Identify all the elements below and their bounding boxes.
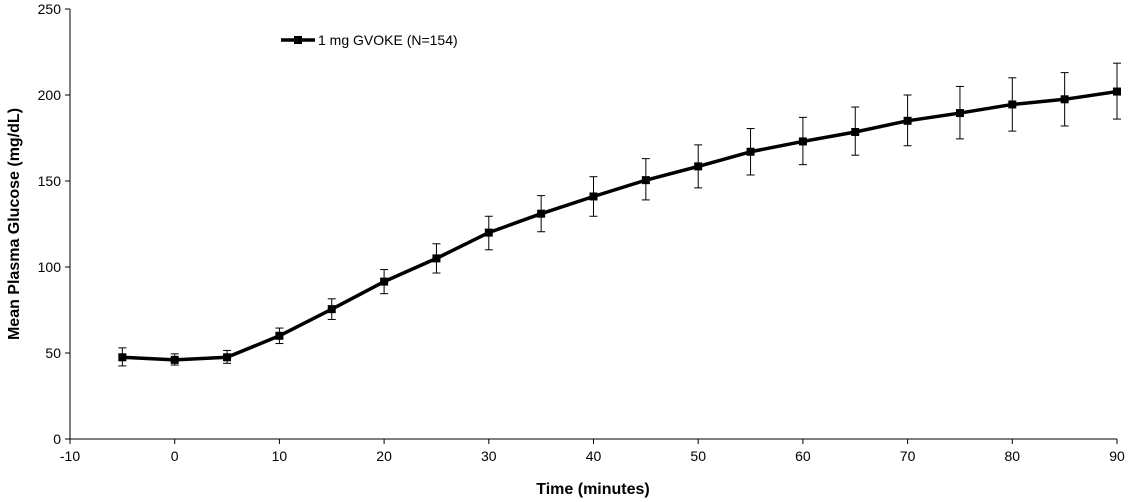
data-point [380,277,389,286]
data-point [589,192,598,201]
legend-label: 1 mg GVOKE (N=154) [318,32,458,48]
data-point [327,305,336,314]
x-tick-label: 0 [171,448,179,464]
data-point [746,147,755,156]
x-tick-label: 50 [690,448,706,464]
data-point [694,162,703,171]
x-tick-label: 20 [376,448,392,464]
data-point [223,353,232,362]
x-tick-label: 60 [795,448,811,464]
axes [69,9,1117,440]
y-tick-label: 150 [38,173,62,189]
y-tick-label: 250 [38,1,62,17]
data-point [1113,87,1121,96]
data-point [118,353,127,362]
legend: 1 mg GVOKE (N=154) [281,32,458,48]
data-point [170,355,179,364]
data-point [903,116,912,125]
x-tick-label: 80 [1005,448,1021,464]
x-tick-label: 40 [586,448,602,464]
series-line [122,89,1118,362]
data-point [432,254,441,263]
x-tick-label: 70 [900,448,916,464]
y-tick-label: 0 [53,431,61,447]
data-point [275,331,284,340]
x-tick-label: 10 [272,448,288,464]
data-point [641,176,650,185]
x-axis-title: Time (minutes) [536,481,650,498]
x-tick-label: -10 [60,448,80,464]
y-axis-title: Mean Plasma Glucose (mg/dL) [6,108,23,340]
series [118,87,1121,364]
legend-marker [294,36,302,44]
error-bars [118,62,1121,367]
y-tick-label: 100 [38,259,62,275]
data-point [955,109,964,118]
data-point [484,228,493,237]
data-point [851,127,860,136]
data-point [1008,100,1017,109]
data-point [798,137,807,146]
y-tick-label: 200 [38,87,62,103]
tick-marks [65,8,1118,444]
data-point [1060,95,1069,104]
x-tick-label: 90 [1109,448,1125,464]
x-tick-label: 30 [481,448,497,464]
y-tick-label: 50 [45,345,61,361]
data-point [537,209,546,218]
